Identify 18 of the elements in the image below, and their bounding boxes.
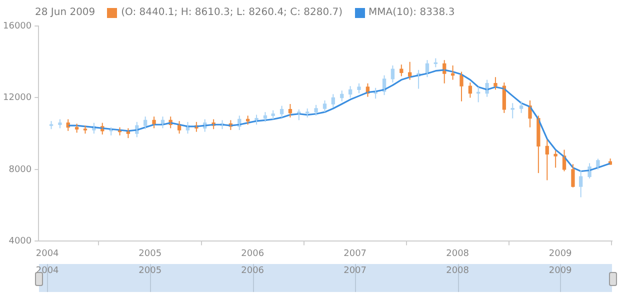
y-tick-label: 8000 [8,164,32,175]
y-tick-label: 4000 [8,236,32,247]
x2-tick-label: 2006 [241,248,264,259]
y-tick-label: 12000 [2,93,32,104]
x2-tick-label: 2009 [548,248,572,259]
legend-label: MMA(10): 8338.3 [368,7,455,18]
x-tick-label: 2006 [241,266,264,276]
x-tick-label: 2009 [548,266,572,276]
x2-tick-label: 2005 [138,248,162,259]
x2-tick-label: 2004 [36,248,60,259]
legend-label: (O: 8440.1; H: 8610.3; L: 8260.4; C: 8280.7) [121,7,343,18]
y-tick-label: 16000 [2,21,32,32]
x-tick-label: 2008 [446,266,469,276]
x2-tick-label: 2008 [446,248,470,259]
x2-tick-label: 2007 [344,248,367,259]
x-tick-label: 2007 [344,266,367,276]
x-tick-label: 2005 [138,266,162,276]
legend-title: 28 Jun 2009 [35,7,96,18]
